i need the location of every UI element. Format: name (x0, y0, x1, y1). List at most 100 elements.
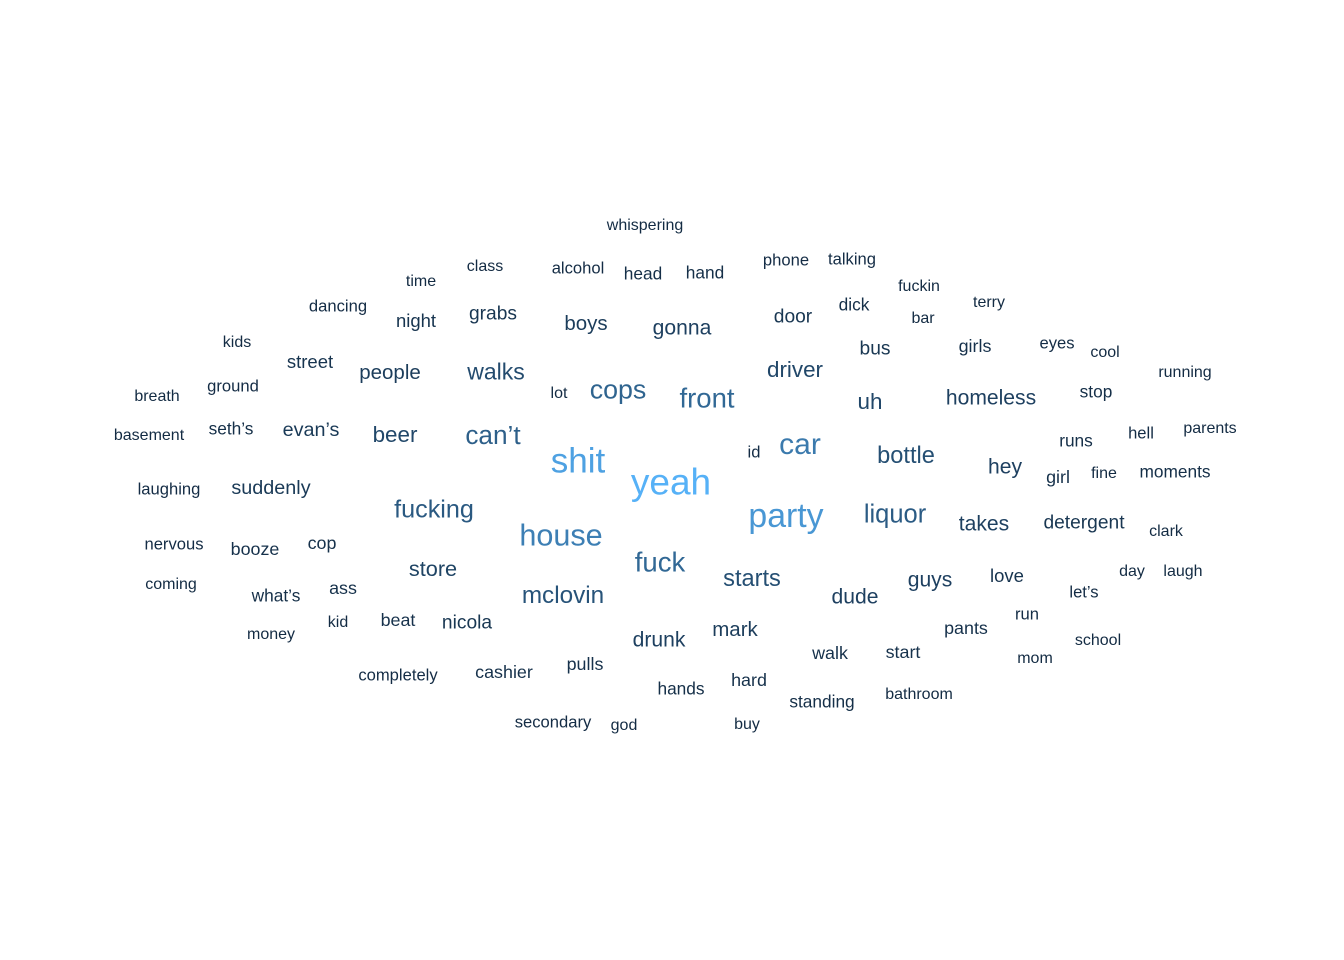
word-walk: walk (812, 643, 848, 664)
word-fuckin: fuckin (898, 278, 940, 295)
word-ground: ground (207, 376, 259, 396)
word-stop: stop (1079, 381, 1113, 402)
word-parents: parents (1183, 420, 1237, 437)
word-grabs: grabs (469, 303, 517, 325)
word-boys: boys (564, 311, 608, 335)
word-girls: girls (958, 336, 992, 357)
word-let-s: let’s (1069, 582, 1099, 602)
word-alcohol: alcohol (551, 258, 605, 278)
word-night: night (395, 309, 437, 331)
word-liquor: liquor (863, 500, 927, 529)
word-basement: basement (113, 427, 185, 444)
word-dude: dude (831, 585, 879, 609)
word-detergent: detergent (1043, 512, 1125, 534)
word-laugh: laugh (1163, 563, 1203, 580)
word-seth-s: seth’s (208, 418, 254, 439)
word-dick: dick (838, 294, 870, 315)
word-kid: kid (327, 614, 349, 631)
word-beat: beat (380, 610, 416, 631)
word-bottle: bottle (877, 443, 935, 470)
word-cop: cop (307, 533, 337, 554)
word-day: day (1119, 563, 1145, 580)
word-driver: driver (767, 356, 823, 382)
word-people: people (359, 360, 421, 384)
word-yeah: yeah (630, 461, 712, 503)
word-god: god (610, 717, 638, 734)
word-head: head (623, 263, 663, 284)
word-cashier: cashier (475, 662, 533, 683)
word-hell: hell (1128, 423, 1154, 443)
word-talking: talking (828, 249, 876, 269)
word-walks: walks (467, 358, 525, 385)
word-phone: phone (762, 250, 810, 270)
word-fine: fine (1091, 465, 1117, 482)
word-fuck: fuck (634, 546, 686, 578)
word-can-t: can’t (465, 419, 521, 450)
word-secondary: secondary (514, 712, 592, 732)
word-nervous: nervous (144, 534, 204, 554)
word-school: school (1074, 632, 1122, 649)
word-street: street (286, 350, 334, 372)
word-laughing: laughing (137, 479, 201, 499)
word-clark: clark (1149, 523, 1183, 540)
word-coming: coming (145, 576, 197, 593)
word-fucking: fucking (394, 495, 474, 524)
word-uh: uh (857, 388, 883, 414)
word-start: start (885, 642, 921, 663)
word-gonna: gonna (652, 316, 712, 340)
word-running: running (1158, 364, 1212, 381)
word-money: money (246, 626, 296, 643)
word-girl: girl (1046, 467, 1070, 488)
word-buy: buy (734, 716, 760, 733)
word-what-s: what’s (251, 585, 301, 606)
word-pulls: pulls (566, 654, 604, 675)
word-shit: shit (550, 441, 606, 481)
word-kids: kids (222, 334, 252, 351)
word-guys: guys (907, 568, 953, 592)
word-suddenly: suddenly (231, 477, 311, 500)
word-run: run (1015, 604, 1039, 624)
word-car: car (779, 428, 821, 461)
word-eyes: eyes (1039, 333, 1075, 353)
word-evan-s: evan’s (282, 419, 340, 442)
word-nicola: nicola (441, 612, 493, 634)
word-cool: cool (1090, 344, 1120, 361)
word-mark: mark (712, 617, 758, 641)
word-pants: pants (944, 618, 988, 639)
word-whispering: whispering (606, 217, 684, 234)
word-dancing: dancing (308, 296, 368, 316)
word-door: door (773, 306, 813, 328)
word-party: party (748, 497, 824, 536)
word-standing: standing (789, 691, 855, 712)
word-takes: takes (958, 512, 1010, 536)
word-breath: breath (134, 388, 180, 405)
word-bus: bus (859, 338, 891, 360)
word-runs: runs (1059, 430, 1093, 451)
word-starts: starts (723, 566, 781, 593)
word-bar: bar (911, 310, 935, 327)
word-moments: moments (1139, 461, 1211, 482)
word-hands: hands (657, 678, 705, 699)
word-love: love (990, 564, 1024, 586)
word-cops: cops (589, 374, 647, 405)
word-store: store (408, 556, 458, 582)
word-bathroom: bathroom (885, 686, 953, 703)
word-ass: ass (329, 578, 357, 599)
word-id: id (747, 442, 761, 462)
word-front: front (679, 382, 735, 414)
word-hand: hand (685, 262, 725, 283)
word-homeless: homeless (945, 386, 1037, 410)
word-terry: terry (973, 294, 1005, 311)
word-lot: lot (550, 385, 568, 402)
word-booze: booze (230, 539, 280, 560)
word-house: house (519, 518, 603, 553)
word-mom: mom (1017, 650, 1053, 667)
word-beer: beer (372, 421, 418, 447)
word-drunk: drunk (632, 628, 686, 652)
word-hey: hey (987, 455, 1023, 479)
word-completely: completely (358, 665, 438, 685)
word-time: time (405, 273, 437, 290)
word-hard: hard (731, 670, 767, 691)
word-mclovin: mclovin (521, 581, 605, 609)
